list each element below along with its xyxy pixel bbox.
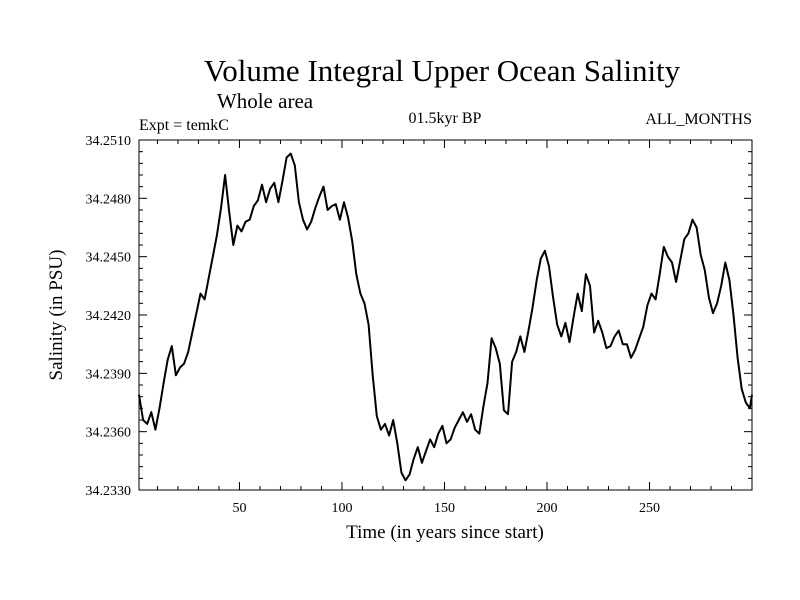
x-tick-label: 100 xyxy=(331,501,352,516)
x-tick-label: 150 xyxy=(434,501,455,516)
y-tick-label: 34.2450 xyxy=(86,251,132,266)
y-tick-label: 34.2360 xyxy=(86,426,132,441)
x-tick-label: 200 xyxy=(536,501,557,516)
axis-ticks xyxy=(139,139,752,491)
x-tick-label: 250 xyxy=(639,501,660,516)
experiment-label: Expt = temkC xyxy=(139,117,229,134)
y-tick-label: 34.2420 xyxy=(86,309,132,324)
y-tick-label: 34.2480 xyxy=(86,192,132,207)
y-tick-label: 34.2390 xyxy=(86,367,132,382)
chart-title: Volume Integral Upper Ocean Salinity xyxy=(204,53,681,88)
y-axis-label: Salinity (in PSU) xyxy=(46,250,67,381)
period-label: 01.5kyr BP xyxy=(409,110,482,127)
salinity-series-line xyxy=(138,152,753,482)
months-label: ALL_MONTHS xyxy=(645,111,752,128)
y-tick-label: 34.2510 xyxy=(86,134,132,149)
axis-tick-labels: 50 100 150 200 250 34.2330 34.2360 34.2390 34.24… xyxy=(86,134,660,516)
x-axis-label: Time (in years since start) xyxy=(346,522,544,543)
chart-subtitle: Whole area xyxy=(217,89,314,113)
y-tick-label: 34.2330 xyxy=(86,484,132,499)
x-tick-label: 50 xyxy=(232,501,246,516)
